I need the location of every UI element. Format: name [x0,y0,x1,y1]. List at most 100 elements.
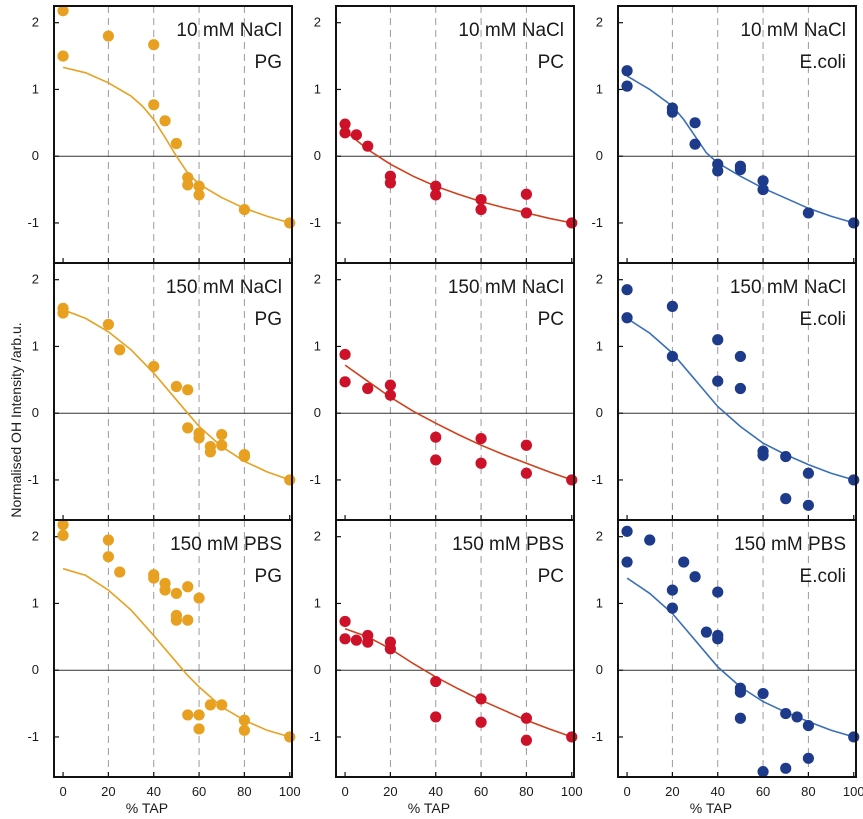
data-point [566,217,578,229]
data-point [170,137,182,150]
data-point [520,734,533,746]
data-point [757,687,769,700]
panel-frame [53,519,293,778]
panel-salt-label: 10 mM NaCl [176,20,282,41]
y-tick-label: 0 [596,405,603,420]
data-point [848,217,860,229]
x-tick-label: 100 [843,784,863,799]
x-tick-label: 40 [146,784,160,799]
data-point [666,602,679,614]
data-point [566,731,578,743]
data-point [57,519,69,531]
data-point [102,318,114,331]
data-point [802,752,815,764]
data-point [204,446,216,458]
panel-salt-label: 10 mM NaCl [458,20,564,41]
fit-curve [626,317,854,481]
y-tick-label: 2 [32,529,39,544]
fit-curve [626,75,854,224]
data-point [621,80,633,92]
data-point [621,312,633,324]
y-tick-label: 0 [32,662,39,677]
data-point [57,50,69,62]
x-tick-label: 80 [519,784,533,799]
y-tick-label: 1 [596,595,603,610]
data-point [848,731,860,743]
data-point [362,140,374,152]
data-point [170,614,182,626]
data-point [712,334,724,346]
panel-2: -1 0 1 2 10 mM NaCl E.coli [591,5,860,264]
panel-0: -1 0 1 2 10 mM NaCl PG [27,5,296,264]
x-tick-label: 20 [383,784,397,799]
data-point [475,203,487,216]
data-point [734,686,747,698]
x-axis-label: % TAP [408,800,450,816]
x-tick-label: 20 [665,784,679,799]
data-point [193,189,205,201]
panel-lipid-label: PG [255,309,282,330]
y-tick-label: 1 [32,595,39,610]
y-tick-label: -1 [27,472,39,487]
data-point [57,307,69,319]
data-point [520,188,533,200]
data-point [712,165,724,177]
y-tick-label: 1 [32,338,39,353]
data-point [430,431,442,443]
data-point [114,344,126,356]
data-point [734,382,747,395]
y-tick-label: 1 [314,81,321,96]
data-point [193,709,205,721]
data-point [102,30,114,42]
data-point [734,163,747,176]
data-point [621,284,633,296]
x-tick-label: 80 [801,784,815,799]
data-point [284,474,296,486]
y-tick-label: 1 [314,595,321,610]
data-point [621,525,633,537]
data-point [159,115,171,127]
panel-lipid-label: E.coli [800,52,846,73]
panel-frame [335,5,575,264]
data-point [216,439,228,451]
panel-1: -1 0 1 2 10 mM NaCl PC [309,5,578,264]
x-tick-label: 0 [623,784,630,799]
panel-salt-label: 10 mM NaCl [740,20,846,41]
panel-salt-label: 150 mM PBS [170,534,282,555]
data-point [339,615,351,628]
data-point [520,439,533,451]
data-point [57,529,69,541]
fit-curve [344,364,572,481]
x-tick-label: 0 [341,784,348,799]
y-axis-label: Normalised OH Intensity /arb.u. [8,322,24,517]
y-tick-label: -1 [27,729,39,744]
y-tick-label: -1 [27,215,39,230]
data-point [689,571,701,583]
y-tick-label: 2 [32,272,39,287]
fit-curve [344,628,572,738]
data-point [689,138,701,150]
x-tick-label: 60 [756,784,770,799]
data-point [362,636,374,648]
panel-lipid-label: E.coli [800,309,846,330]
panel-salt-label: 150 mM NaCl [448,277,564,298]
x-tick-label: 100 [279,784,301,799]
y-tick-label: -1 [591,729,603,744]
x-tick-label: 40 [710,784,724,799]
y-tick-label: 0 [314,405,321,420]
data-point [102,551,114,563]
data-point [734,350,747,363]
panel-salt-label: 150 mM PBS [734,534,846,555]
data-point [802,467,815,479]
data-point [712,586,724,598]
data-point [216,699,228,711]
data-point [520,712,533,724]
data-point [802,499,815,511]
data-point [780,707,792,720]
x-tick-label: 40 [428,784,442,799]
data-point [182,709,194,721]
data-point [148,99,160,111]
data-point [666,106,679,118]
data-point [182,384,194,396]
